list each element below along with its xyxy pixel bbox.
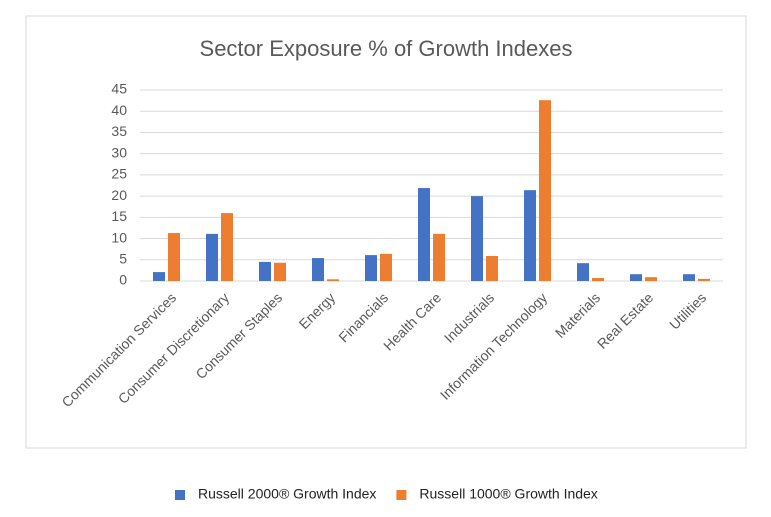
bar bbox=[153, 272, 165, 281]
y-tick-label: 10 bbox=[111, 229, 127, 245]
bar bbox=[365, 255, 377, 281]
bar bbox=[274, 262, 286, 281]
y-tick-label: 40 bbox=[111, 102, 127, 118]
bar bbox=[524, 190, 536, 281]
bar bbox=[312, 258, 324, 281]
bar bbox=[698, 278, 710, 281]
bar bbox=[380, 253, 392, 281]
legend-label: Russell 2000® Growth Index bbox=[198, 486, 376, 502]
bar bbox=[433, 233, 445, 281]
legend-label: Russell 1000® Growth Index bbox=[419, 486, 597, 502]
legend-swatch bbox=[396, 490, 407, 500]
bar bbox=[168, 233, 180, 281]
bar bbox=[471, 196, 483, 281]
chart-frame bbox=[25, 15, 747, 449]
y-tick-label: 25 bbox=[111, 166, 127, 182]
bar bbox=[486, 255, 498, 281]
bar bbox=[630, 274, 642, 281]
y-tick-label: 20 bbox=[111, 187, 127, 203]
y-tick-label: 0 bbox=[119, 272, 127, 288]
y-tick-label: 30 bbox=[111, 144, 127, 160]
legend-swatch bbox=[175, 490, 185, 500]
chart-title: Sector Exposure % of Growth Indexes bbox=[200, 36, 573, 61]
bar bbox=[259, 261, 271, 281]
bar bbox=[683, 274, 695, 281]
y-tick-label: 5 bbox=[119, 250, 127, 266]
bar bbox=[592, 278, 604, 281]
bar bbox=[577, 263, 589, 281]
bar bbox=[221, 213, 233, 281]
bar bbox=[327, 279, 339, 281]
bar bbox=[206, 233, 218, 281]
bar bbox=[418, 188, 430, 281]
bar bbox=[539, 100, 551, 281]
y-tick-label: 35 bbox=[111, 123, 127, 139]
bar bbox=[645, 277, 657, 281]
y-tick-label: 15 bbox=[111, 208, 127, 224]
y-tick-label: 45 bbox=[111, 81, 127, 97]
